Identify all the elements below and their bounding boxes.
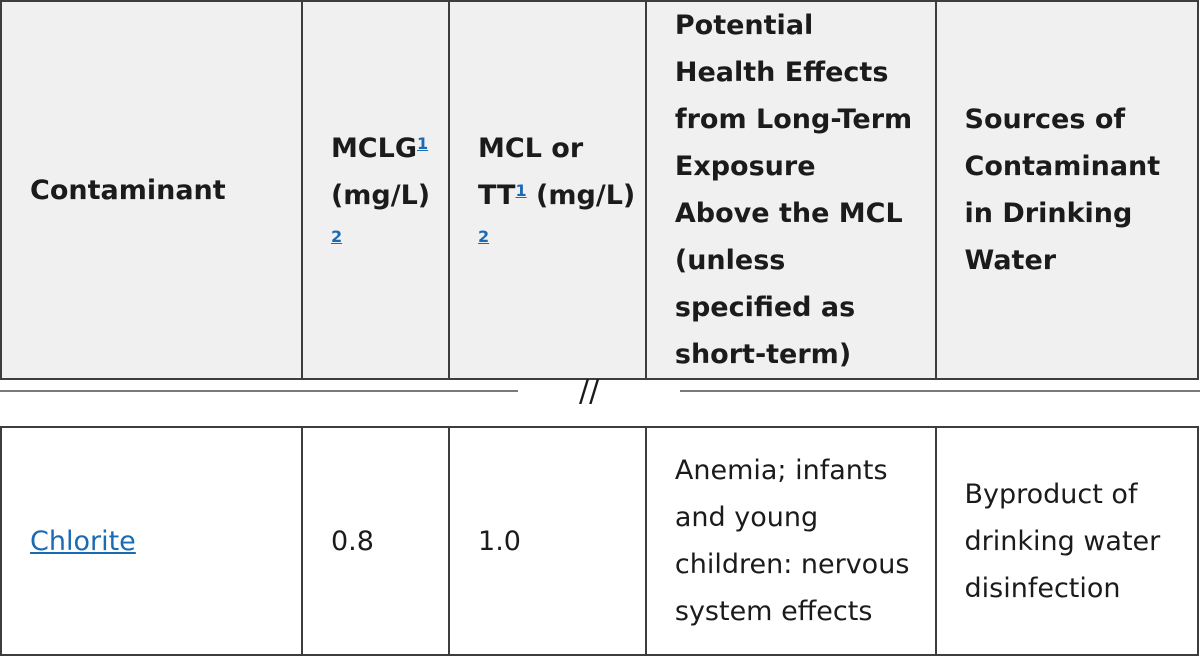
header-mclg-unit: (mg/L) [330, 180, 431, 211]
cell-sources: Byproduct of drinking water disinfection [934, 426, 1199, 656]
header-mcl-line1: MCL or [478, 133, 584, 164]
header-sources: Sources of Contaminant in Drinking Water [934, 0, 1199, 380]
footnote-1-link[interactable]: 1 [515, 181, 527, 200]
cell-mclg: 0.8 [300, 426, 451, 656]
chlorite-link[interactable]: Chlorite [30, 525, 136, 557]
footnote-2-link[interactable]: 2 [478, 227, 490, 246]
table-break-line-left [0, 390, 518, 392]
header-health-effects: Potential Health Effects from Long-Term … [644, 0, 937, 380]
header-mcl-unit: (mg/L) [536, 180, 636, 211]
footnote-1-link[interactable]: 1 [417, 134, 429, 153]
table-row: Chlorite 0.8 1.0 Anemia; infants and you… [0, 426, 1199, 656]
cell-health-effects: Anemia; infants and young children: nerv… [644, 426, 937, 656]
header-mcl-tt: TT [478, 180, 516, 211]
cell-mcl: 1.0 [448, 426, 647, 656]
header-mcl: MCL or TT1 (mg/L) 2 [448, 0, 647, 380]
header-row: Contaminant MCLG1 (mg/L) 2 MCL or TT1 (m… [0, 0, 1199, 380]
cell-contaminant: Chlorite [0, 426, 303, 656]
header-table: Contaminant MCLG1 (mg/L) 2 MCL or TT1 (m… [0, 0, 1199, 380]
data-table: Chlorite 0.8 1.0 Anemia; infants and you… [0, 426, 1199, 656]
table-break-line-right [680, 390, 1200, 392]
footnote-2-link[interactable]: 2 [330, 227, 343, 246]
header-mclg: MCLG1 (mg/L) 2 [300, 0, 451, 380]
header-contaminant: Contaminant [0, 0, 303, 380]
table-break-mark: // [579, 374, 600, 409]
header-mclg-label: MCLG [330, 133, 417, 164]
